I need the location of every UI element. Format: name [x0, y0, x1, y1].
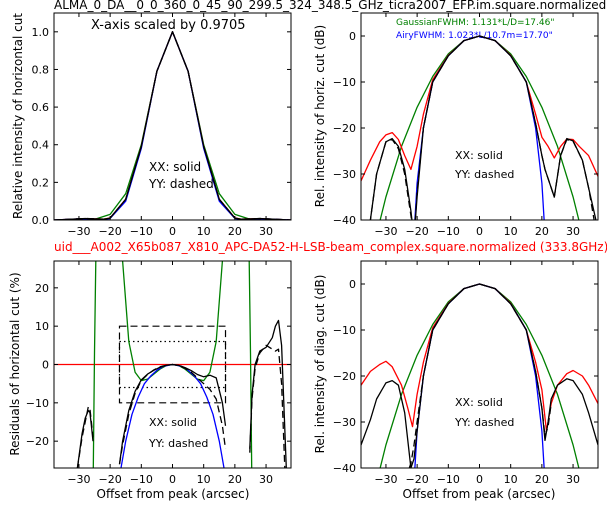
tl-scale-note: X-axis scaled by 0.9705 [91, 18, 246, 33]
tl-xtick-label: −20 [99, 225, 122, 238]
tl-yy-note: YY: dashed [148, 177, 214, 191]
plot-layer: −30 −20 −10 0 10 20 30 0.0 0.2 0.4 0.6 0.8 1.0 −30 −20… [26, 12, 599, 486]
bl-xtick-label: 10 [197, 473, 211, 486]
tl-series-xx [54, 31, 291, 220]
tr-xtick-label: −20 [406, 225, 429, 238]
tr-xtick-label: 20 [535, 225, 549, 238]
tr-panel: −30 −20 −10 0 10 20 30 −40 −30 −20 −10 0 [333, 12, 599, 238]
br-panel: −30 −20 −10 0 10 20 30 −40 −30 −20 −10 0 [333, 260, 599, 486]
br-xtick-label: 20 [535, 473, 549, 486]
tr-yy-note: YY: dashed [454, 168, 514, 181]
bl-series-yy [118, 363, 227, 465]
br-ylabel: Rel. intensity of diag. cut (dB) [313, 275, 327, 454]
tr-xtick-label: −30 [374, 225, 397, 238]
tr-series-airy [414, 35, 545, 220]
bl-xtick-label: −30 [67, 473, 90, 486]
br-series-group [361, 283, 598, 468]
bl-series-gaussian_edge_l [92, 261, 97, 468]
bl-xlabel: Offset from peak (arcsec) [97, 487, 250, 501]
tl-xtick-label: 20 [228, 225, 242, 238]
tl-xtick-label: 0 [169, 225, 176, 238]
tl-ytick-label: 0.2 [32, 176, 50, 189]
tr-xtick-label: 0 [476, 225, 483, 238]
tl-series-red [54, 31, 291, 220]
bl-series-yy_left [76, 406, 94, 468]
br-yy-note: YY: dashed [454, 416, 514, 429]
tl-ytick-label: 0.4 [32, 139, 50, 152]
tr-ytick-label: −40 [333, 214, 356, 227]
tl-ytick-label: 0.8 [32, 63, 50, 76]
tl-series-airy [54, 31, 291, 220]
br-xtick-label: 30 [566, 473, 580, 486]
bl-ytick-label: 0 [42, 359, 49, 372]
tr-ytick-label: −20 [333, 122, 356, 135]
bl-ytick-label: −10 [26, 397, 49, 410]
bl-xtick-label: −10 [130, 473, 153, 486]
tr-ytick-label: 0 [349, 30, 356, 43]
tl-ytick-label: 1.0 [32, 26, 50, 39]
bl-xx-note: XX: solid [149, 416, 197, 429]
figure-title-top: ALMA_0_DA__0_0_360_0_45_90_299.5_324_348… [54, 0, 606, 12]
tl-xtick-label: −30 [67, 225, 90, 238]
br-series-yy [408, 283, 552, 468]
bl-panel: −30 −20 −10 0 10 20 30 −20 −10 0 10 20 [26, 260, 292, 486]
tl-series-group [54, 31, 291, 220]
tr-xtick-label: 10 [504, 225, 518, 238]
bl-series-gaussian [121, 261, 224, 382]
bl-series-xx_right [249, 319, 287, 468]
br-frame [360, 260, 599, 469]
bl-ytick-label: −20 [26, 435, 49, 448]
tr-xtick-label: 30 [566, 225, 580, 238]
tr-ytick-label: −30 [333, 168, 356, 181]
br-xlabel: Offset from peak (arcsec) [403, 487, 556, 501]
br-xtick-label: −20 [406, 473, 429, 486]
br-series-xx [361, 283, 598, 468]
tr-xtick-label: −10 [437, 225, 460, 238]
bl-xtick-label: 0 [169, 473, 176, 486]
tl-panel: −30 −20 −10 0 10 20 30 0.0 0.2 0.4 0.6 0.8 1.0 [32, 12, 292, 238]
tl-ylabel: Relative intensity of horizontal cut [11, 13, 25, 219]
tl-series-yy [54, 31, 291, 220]
bl-xtick-label: 20 [228, 473, 242, 486]
tr-frame [360, 12, 599, 221]
br-ytick-label: 0 [349, 278, 356, 291]
bl-ytick-label: 20 [35, 282, 49, 295]
figure-title-mid: uid___A002_X65b087_X810_APC-DA52-H-LSB-b… [54, 240, 607, 254]
tr-ytick-label: −10 [333, 76, 356, 89]
br-xtick-label: −10 [437, 473, 460, 486]
bl-xtick-label: −20 [99, 473, 122, 486]
bl-ylabel: Residuals of horizontal cut (%) [8, 272, 22, 455]
bl-series-yy_right [249, 344, 286, 468]
bl-ytick-label: 10 [35, 320, 49, 333]
tr-legend-airy: AiryFWHM: 1.023*L/10.7m=17.70" [396, 31, 553, 41]
tl-ytick-label: 0.0 [32, 214, 50, 227]
bl-yy-note: YY: dashed [148, 437, 208, 450]
bl-xtick-label: 30 [259, 473, 273, 486]
tl-xx-note: XX: solid [149, 160, 201, 174]
tl-series-gaussian [54, 31, 291, 220]
br-ytick-label: −20 [333, 370, 356, 383]
br-series-airy [414, 283, 545, 468]
bl-series-group [54, 261, 291, 468]
tr-series-group [361, 35, 598, 220]
tr-ylabel: Rel. intensity of horiz. cut (dB) [313, 25, 327, 207]
br-ytick-label: −40 [333, 462, 356, 475]
tl-xtick-label: 10 [197, 225, 211, 238]
br-xx-note: XX: solid [455, 396, 503, 409]
tl-xtick-label: 30 [259, 225, 273, 238]
tl-ytick-label: 0.6 [32, 101, 50, 114]
tr-legend-gaussian: GaussianFWHM: 1.131*L/D=17.46" [396, 18, 554, 28]
br-xtick-label: 10 [504, 473, 518, 486]
tr-xx-note: XX: solid [455, 149, 503, 162]
br-ytick-label: −10 [333, 324, 356, 337]
br-xtick-label: −30 [374, 473, 397, 486]
br-xtick-label: 0 [476, 473, 483, 486]
br-ytick-label: −30 [333, 416, 356, 429]
tr-series-yy [369, 35, 595, 220]
tl-xtick-label: −10 [130, 225, 153, 238]
